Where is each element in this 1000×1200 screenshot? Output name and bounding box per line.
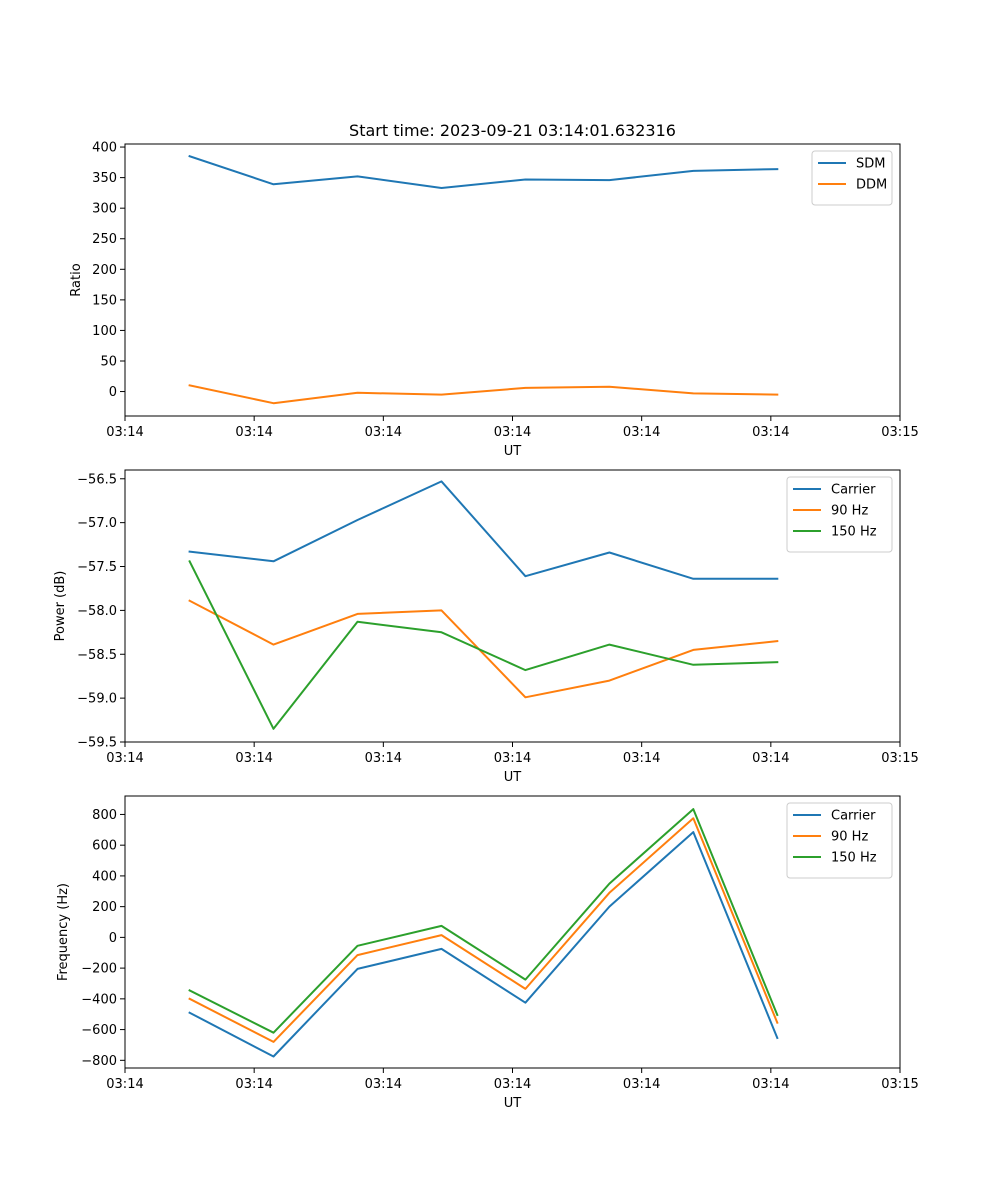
- x-tick-label: 03:14: [235, 425, 272, 440]
- subplot-1: 03:14 03:14 03:14 03:14 03:14 03:14 03:15 0 50 10…: [69, 141, 919, 459]
- series-line-sdm: [188, 154, 779, 189]
- y-tick-label: 300: [92, 202, 117, 217]
- x-tick-label: 03:14: [623, 1077, 660, 1092]
- x-tick-label: 03:15: [881, 425, 918, 440]
- y-tick-label: −57.5: [77, 560, 117, 575]
- subplot-3: 03:14 03:14 03:14 03:14 03:14 03:14 03:15 −800 −…: [56, 795, 919, 1111]
- y-tick-label: 250: [92, 232, 117, 247]
- series-line-carrier: [188, 831, 779, 1058]
- legend-label: SDM: [856, 157, 885, 172]
- y-tick-label: 350: [92, 171, 117, 186]
- x-tick-label: 03:14: [106, 425, 143, 440]
- x-tick-label: 03:14: [623, 425, 660, 440]
- legend-label: 90 Hz: [831, 504, 868, 519]
- y-tick-label: −800: [81, 1054, 117, 1069]
- y-tick-label: −59.0: [77, 692, 117, 707]
- x-axis-label: UT: [504, 444, 522, 459]
- x-tick-label: 03:15: [881, 751, 918, 766]
- y-tick-label: 0: [109, 385, 117, 400]
- legend-box: [811, 150, 893, 206]
- legend: SDM DDM: [811, 150, 893, 206]
- x-tick-label: 03:14: [752, 425, 789, 440]
- y-tick-label: 400: [92, 869, 117, 884]
- x-tick-label: 03:14: [106, 1077, 143, 1092]
- axes-frame: [124, 469, 901, 743]
- x-tick-label: 03:14: [235, 1077, 272, 1092]
- axes-frame: [124, 795, 901, 1069]
- y-tick-label: 400: [92, 141, 117, 156]
- series-line-90-hz: [188, 599, 779, 699]
- x-tick-label: 03:14: [106, 751, 143, 766]
- y-tick-label: −200: [81, 962, 117, 977]
- x-tick-label: 03:14: [365, 1077, 402, 1092]
- y-tick-label: 200: [92, 263, 117, 278]
- legend-box: [786, 802, 893, 879]
- figure-title: Start time: 2023-09-21 03:14:01.632316: [349, 121, 676, 140]
- legend-label: Carrier: [831, 483, 876, 498]
- legend-label: 150 Hz: [831, 851, 877, 866]
- series-line-90-hz: [188, 817, 779, 1043]
- y-tick-label: 50: [100, 354, 117, 369]
- x-tick-label: 03:14: [494, 751, 531, 766]
- x-axis-label: UT: [504, 1096, 522, 1111]
- legend-label: DDM: [856, 178, 887, 193]
- x-axis-label: UT: [504, 770, 522, 785]
- subplot-2: 03:14 03:14 03:14 03:14 03:14 03:14 03:15 −59.5…: [53, 469, 919, 785]
- legend-label: 90 Hz: [831, 830, 868, 845]
- y-axis-label: Ratio: [69, 263, 84, 296]
- y-axis-label: Frequency (Hz): [56, 883, 71, 981]
- y-tick-label: −56.5: [77, 472, 117, 487]
- legend-box: [786, 476, 893, 553]
- x-tick-label: 03:14: [365, 425, 402, 440]
- y-tick-label: −58.5: [77, 648, 117, 663]
- x-tick-label: 03:14: [494, 425, 531, 440]
- legend-label: 150 Hz: [831, 525, 877, 540]
- y-tick-label: −400: [81, 992, 117, 1007]
- legend-label: Carrier: [831, 809, 876, 824]
- axes-frame: [124, 143, 901, 417]
- y-tick-label: −600: [81, 1023, 117, 1038]
- y-tick-label: 100: [92, 324, 117, 339]
- legend: Carrier 90 Hz 150 Hz: [786, 802, 893, 879]
- y-tick-label: 200: [92, 900, 117, 915]
- y-tick-label: −57.0: [77, 516, 117, 531]
- x-tick-label: 03:14: [752, 1077, 789, 1092]
- legend: Carrier 90 Hz 150 Hz: [786, 476, 893, 553]
- x-tick-label: 03:14: [365, 751, 402, 766]
- x-tick-label: 03:14: [623, 751, 660, 766]
- y-tick-label: −58.0: [77, 604, 117, 619]
- y-tick-label: 150: [92, 293, 117, 308]
- series-line-150-hz: [188, 808, 779, 1034]
- y-tick-label: 800: [92, 808, 117, 823]
- y-axis-label: Power (dB): [53, 571, 68, 642]
- y-tick-label: 600: [92, 839, 117, 854]
- series-line-ddm: [188, 384, 779, 405]
- series-line-150-hz: [188, 559, 779, 730]
- x-tick-label: 03:14: [235, 751, 272, 766]
- x-tick-label: 03:15: [881, 1077, 918, 1092]
- series-line-carrier: [188, 480, 779, 580]
- y-tick-label: 0: [109, 931, 117, 946]
- y-tick-label: −59.5: [77, 736, 117, 751]
- x-tick-label: 03:14: [752, 751, 789, 766]
- x-tick-label: 03:14: [494, 1077, 531, 1092]
